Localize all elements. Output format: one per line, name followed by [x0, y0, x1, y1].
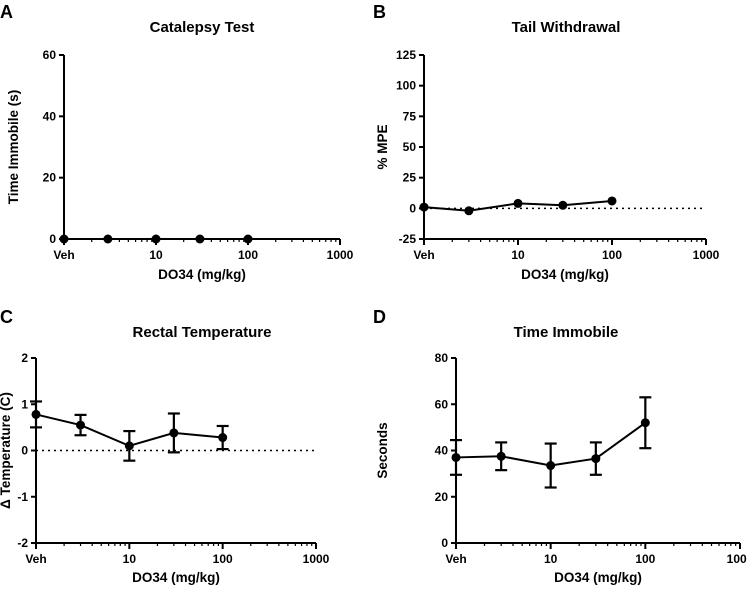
y-axis-label: % MPE [375, 124, 390, 169]
y-tick-label: 20 [435, 490, 449, 504]
data-point [195, 234, 205, 244]
panel-letter: A [0, 2, 13, 22]
x-axis-label: DO34 (mg/kg) [132, 570, 220, 585]
data-point [607, 196, 617, 206]
y-tick-label: 125 [396, 48, 416, 62]
x-tick-label: Veh [445, 552, 466, 566]
x-tick-label: 1000 [303, 552, 330, 566]
x-tick-label: 1000 [327, 248, 354, 262]
y-axis-label: Δ Temperature (C) [0, 392, 13, 509]
x-axis-label: DO34 (mg/kg) [521, 267, 609, 282]
data-point [546, 461, 556, 471]
y-tick-label: 0 [49, 232, 56, 246]
data-point [218, 433, 228, 443]
data-point [464, 206, 474, 216]
x-tick-label: 1000 [693, 248, 720, 262]
data-point [124, 441, 134, 451]
x-tick-label: 10 [544, 552, 558, 566]
x-axis-label: DO34 (mg/kg) [158, 267, 246, 282]
panel-c: C Rectal Temperature -2 -1 0 1 2 Veh 10 100 1000 DO… [0, 307, 330, 585]
panel-letter: C [0, 307, 13, 327]
chart-title: Time Immobile [514, 324, 619, 341]
data-point [451, 452, 461, 462]
data-point [103, 234, 113, 244]
data-point [591, 454, 601, 464]
data-point [419, 202, 429, 212]
x-tick-label: 10 [123, 552, 137, 566]
y-tick-label: 0 [21, 444, 28, 458]
data-point [558, 200, 568, 210]
y-tick-label: 100 [396, 79, 416, 93]
y-tick-label: 2 [21, 351, 28, 365]
data-point [151, 234, 161, 244]
chart-title: Tail Withdrawal [512, 19, 621, 36]
x-tick-label: 10 [511, 248, 525, 262]
y-axis-label: Time Immobile (s) [6, 90, 21, 205]
x-axis-label: DO34 (mg/kg) [554, 570, 642, 585]
y-tick-label: -25 [399, 232, 417, 246]
data-point [31, 409, 41, 419]
x-tick-label: 100 [635, 552, 655, 566]
y-tick-label: 40 [435, 444, 449, 458]
x-tick-label: Veh [25, 552, 46, 566]
x-tick-label: Veh [53, 248, 74, 262]
x-tick-label: 100 [602, 248, 622, 262]
data-point [496, 451, 506, 461]
panel-d: D Time Immobile 0 20 40 60 80 Veh 10 100 1000 DO34 … [373, 307, 747, 585]
y-tick-label: 20 [43, 171, 57, 185]
panel-a: A Catalepsy Test 0 20 40 60 Veh 10 100 1000 DO34 (… [0, 2, 354, 282]
chart-title: Catalepsy Test [150, 19, 255, 36]
y-tick-label: 25 [403, 171, 417, 185]
y-tick-label: 0 [441, 536, 448, 550]
data-point [76, 420, 86, 430]
y-tick-label: 0 [409, 201, 416, 215]
x-tick-label: 100 [238, 248, 258, 262]
y-tick-label: -1 [17, 490, 28, 504]
y-tick-label: 40 [43, 109, 57, 123]
y-tick-label: 75 [403, 109, 417, 123]
data-point [640, 418, 650, 428]
y-tick-label: 60 [43, 48, 57, 62]
y-tick-label: 60 [435, 397, 449, 411]
data-point [59, 234, 69, 244]
x-tick-label: 10 [149, 248, 163, 262]
x-tick-label: Veh [413, 248, 434, 262]
y-tick-label: 1 [21, 397, 28, 411]
y-tick-label: -2 [17, 536, 28, 550]
data-point [513, 198, 523, 208]
panel-b: B Tail Withdrawal -25 0 25 50 75 100 125 Veh 10 100… [373, 2, 720, 282]
data-point [169, 428, 179, 438]
y-tick-label: 80 [435, 351, 449, 365]
x-tick-label: 100 [213, 552, 233, 566]
y-axis-label: Seconds [375, 422, 390, 478]
data-point [243, 234, 253, 244]
panel-letter: D [373, 307, 386, 327]
y-tick-label: 50 [403, 140, 417, 154]
panel-letter: B [373, 2, 386, 22]
x-tick-label: 1000 [727, 552, 747, 566]
chart-title: Rectal Temperature [133, 324, 272, 341]
